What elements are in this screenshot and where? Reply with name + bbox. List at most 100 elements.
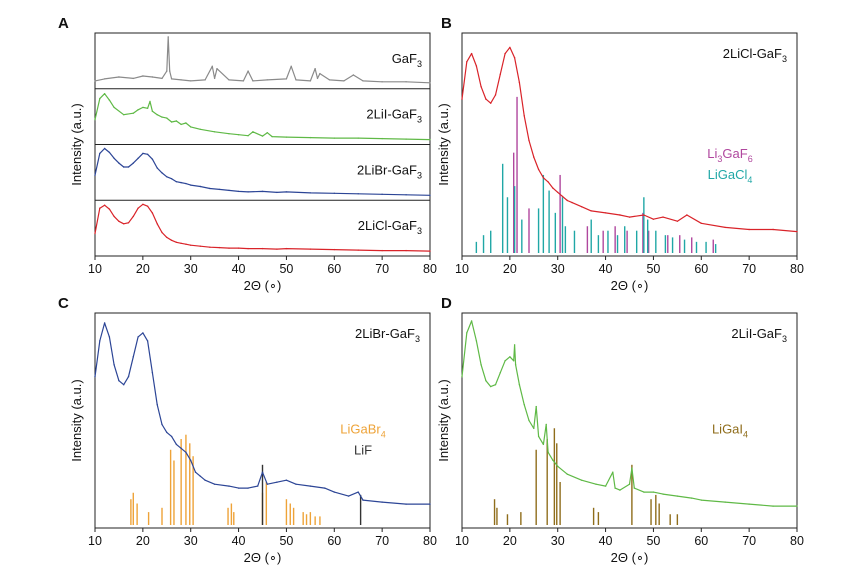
series-line-d-0-point — [628, 483, 631, 485]
series-line-b-0-point — [772, 228, 774, 231]
series-line-d-0-point — [595, 483, 597, 485]
series-line-d-0-point — [518, 384, 521, 386]
series-line-a-3 — [94, 203, 431, 252]
series-line-c-0-point — [309, 485, 312, 487]
series-line-a-0-point — [362, 80, 364, 82]
series-line-d-0-point — [691, 497, 693, 499]
series-line-a-1-point — [357, 137, 359, 139]
series-line-c-0-point — [170, 435, 173, 438]
x-tick-label-d: 30 — [551, 534, 565, 548]
series-line-a-3-point — [127, 222, 130, 224]
series-line-d-0-point — [523, 403, 525, 406]
x-tick-label-b: 10 — [455, 262, 469, 276]
series-line-c-0-point — [113, 364, 115, 366]
x-tick-label-c: 50 — [279, 534, 293, 548]
series-line-a-3-point — [405, 249, 407, 252]
series-line-c-0-point — [175, 443, 178, 446]
reference-label-b-0-sub2: 6 — [748, 154, 753, 164]
series-line-a-1-point — [228, 133, 230, 135]
series-line-a-1-point — [285, 136, 288, 138]
series-line-a-3-point — [161, 231, 163, 234]
x-axis-label-d: 2Θ (∘) — [611, 550, 649, 565]
x-tick-label-a: 60 — [327, 262, 341, 276]
reference-label-c-1: LiF — [354, 442, 372, 457]
series-line-a-1-point — [199, 128, 201, 130]
series-line-d-0-point — [604, 485, 607, 487]
series-line-c-0-point — [166, 431, 168, 434]
series-line-c-0-point — [276, 481, 278, 483]
panel-letter-d: D — [441, 295, 452, 312]
series-line-a-3-point — [103, 204, 106, 206]
series-line-c-0-point — [194, 471, 197, 473]
series-line-b-0-point — [686, 214, 688, 216]
series-line-a-2-point — [132, 162, 134, 164]
series-line-d-0-point — [557, 465, 559, 467]
series-line-a-0-point — [213, 77, 216, 80]
series-line-a-2-point — [180, 181, 182, 184]
series-line-d-0-point — [504, 360, 506, 362]
panel-letter-b: B — [441, 15, 452, 32]
series-line-a-1-point — [170, 121, 173, 123]
series-line-d-0-point — [619, 489, 621, 491]
series-line-a-2-point — [185, 182, 187, 185]
series-line-b-0-point — [628, 216, 631, 218]
x-tick-label-d: 70 — [742, 534, 756, 548]
series-line-a-2-point — [209, 187, 211, 190]
series-line-a-1-point — [99, 97, 101, 100]
x-tick-label-d: 40 — [599, 534, 613, 548]
series-line-a-3-point — [381, 249, 383, 252]
series-line-d-0-point — [535, 405, 537, 408]
series-line-a-0-point — [190, 80, 192, 82]
series-line-a-1-point — [175, 120, 178, 122]
x-axis-label-c: 2Θ (∘) — [244, 550, 282, 565]
series-line-b-0-point — [580, 206, 583, 208]
series-line-a-3-point — [142, 203, 144, 205]
series-line-d-0-point — [509, 356, 511, 358]
series-line-a-3-point — [99, 207, 101, 209]
series-line-a-1-point — [146, 107, 149, 110]
series-line-a-3-point — [309, 248, 312, 250]
series-line-c-0-point — [132, 356, 134, 358]
series-label-a-0-sub: 3 — [417, 59, 422, 69]
plot-frame-b — [461, 32, 798, 257]
series-line-c-0-point — [123, 384, 125, 386]
series-line-a-3-point — [261, 247, 264, 250]
series-line-d-0-point — [643, 491, 645, 493]
series-line-a-2-point — [137, 157, 139, 159]
series-line-a-3-point — [429, 250, 431, 252]
series-line-b-0-point — [518, 81, 521, 84]
series-line-a-0-point — [216, 68, 218, 70]
series-line-b-0-point — [480, 86, 482, 88]
series-line-c-0-point — [103, 322, 106, 324]
series-line-a-1-point — [137, 109, 139, 111]
series-label-a-1: 2LiI-GaF3 — [366, 107, 422, 125]
series-line-d-0-point — [652, 491, 655, 493]
reference-label-c-1-text: LiF — [354, 442, 372, 457]
series-line-a-2-point — [261, 190, 264, 193]
series-line-a-0-point — [381, 81, 383, 83]
series-line-a-2-point — [333, 192, 335, 194]
series-line-b-0-point — [619, 214, 621, 216]
series-line-a-0-point — [167, 36, 169, 38]
series-line-a-2-point — [99, 152, 101, 155]
series-line-c-0-point — [405, 503, 407, 505]
series-line-a-1-point — [123, 114, 125, 116]
sample-label-d: 2LiI-GaF3 — [731, 326, 787, 344]
series-line-a-0-point — [309, 80, 312, 82]
series-line-d-0-point — [537, 435, 540, 438]
x-tick-label-a: 80 — [423, 262, 437, 276]
reference-label-b-0-text: Li — [707, 146, 717, 161]
series-line-d-0-point — [700, 499, 702, 501]
series-line-c-0-point — [94, 376, 96, 378]
series-line-a-3-point — [209, 246, 211, 248]
series-line-b-0-point — [566, 199, 568, 202]
series-line-a-0-point — [314, 68, 316, 70]
series-line-a-0-point — [228, 79, 230, 81]
series-line-c-0-point — [333, 491, 335, 493]
series-line-a-2-point — [161, 172, 163, 174]
series-line-a-3-point — [218, 246, 221, 249]
x-tick-label-d: 10 — [455, 534, 469, 548]
series-line-c-0-point — [285, 479, 288, 481]
series-line-a-0-point — [242, 80, 245, 82]
series-line-a-0-point — [142, 75, 144, 77]
